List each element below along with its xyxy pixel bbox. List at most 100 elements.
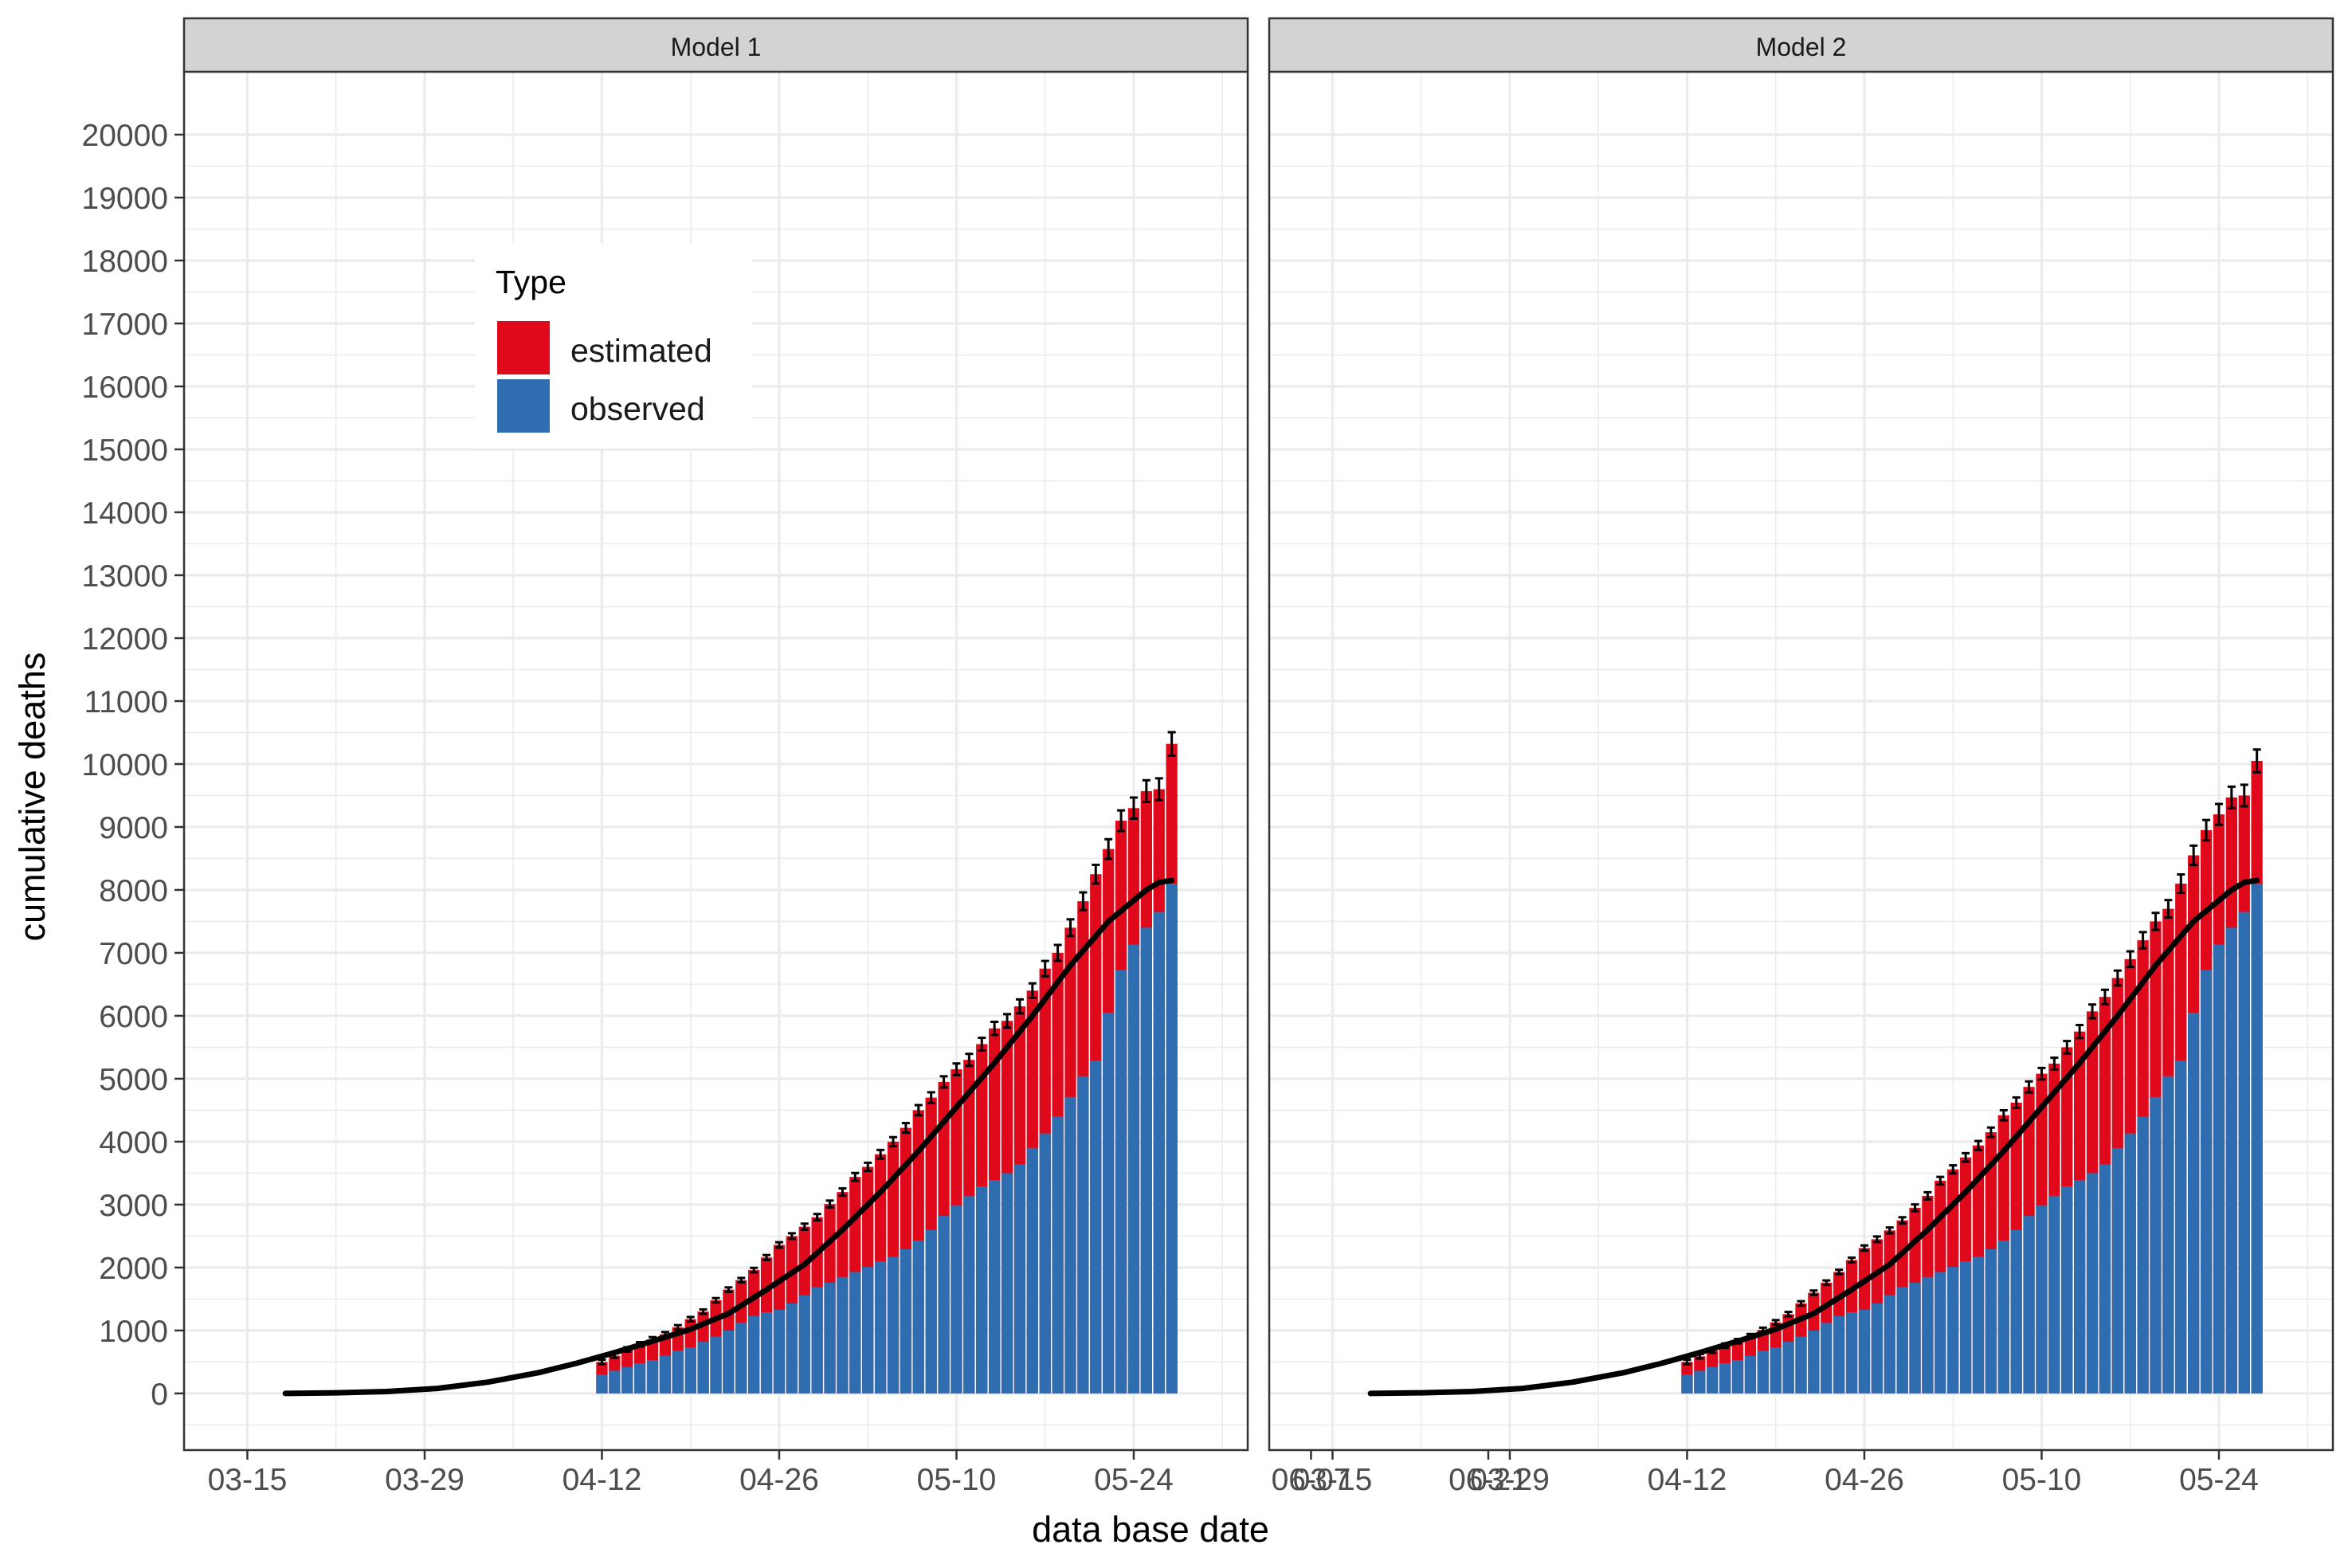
bar-observed	[1821, 1323, 1833, 1394]
panels-group: Model 1 03-15 03-29 04-12 04-26 05-10 05-24 06-…	[182, 17, 2334, 1497]
legend-title: Type	[496, 264, 566, 300]
error-bar	[686, 1315, 695, 1323]
bar-observed	[2175, 1060, 2187, 1394]
bar-observed	[1153, 911, 1165, 1394]
error-bar	[1911, 1203, 1919, 1213]
bar-observed	[1947, 1267, 1959, 1394]
x-tick-label: 04-12	[563, 1463, 642, 1497]
bar-observed	[2086, 1173, 2099, 1394]
series-line	[282, 877, 1175, 1397]
legend-key-observed	[497, 379, 550, 433]
bar-observed	[1719, 1362, 1731, 1394]
bar-observed	[1997, 1240, 2009, 1394]
x-tick-label: 04-26	[1825, 1463, 1904, 1497]
error-bar	[800, 1222, 809, 1231]
error-bar	[965, 1053, 974, 1068]
error-bar	[2138, 931, 2147, 950]
error-bar	[901, 1122, 910, 1135]
y-tick-label: 12000	[82, 622, 168, 657]
bar-observed	[976, 1186, 988, 1394]
error-bar	[1962, 1151, 1970, 1163]
error-bar	[2025, 1080, 2033, 1094]
error-bar	[1809, 1289, 1818, 1296]
bar-observed	[1959, 1261, 1972, 1394]
error-bar	[927, 1091, 935, 1104]
error-bar	[1154, 777, 1163, 802]
bar-observed	[1052, 1116, 1064, 1394]
x-tick-label: 05-10	[2002, 1463, 2082, 1497]
y-tick-label: 13000	[82, 559, 168, 594]
bar-observed	[723, 1330, 735, 1394]
error-bar	[1797, 1299, 1805, 1307]
bar-observed	[1013, 1164, 1026, 1394]
bar-observed	[1103, 1012, 1115, 1394]
error-bar	[1822, 1279, 1831, 1287]
bar-observed	[1090, 1060, 1102, 1394]
bar-observed	[849, 1272, 861, 1394]
x-tick-label: 06-07	[1272, 1463, 1351, 1497]
bar-observed	[798, 1295, 810, 1394]
error-bar	[1053, 943, 1062, 962]
error-bar	[750, 1266, 759, 1274]
y-tick-label: 16000	[82, 370, 168, 405]
y-tick-label: 19000	[82, 182, 168, 216]
error-bar	[2202, 818, 2211, 842]
error-bar	[2252, 748, 2261, 774]
error-bar	[2126, 950, 2134, 969]
error-bar	[1999, 1108, 2008, 1122]
y-tick-label: 20000	[82, 119, 168, 153]
bar-observed	[596, 1374, 608, 1394]
error-bar	[2177, 873, 2185, 895]
bar-observed	[1707, 1366, 1719, 1394]
error-bar	[2037, 1066, 2046, 1081]
bar-observed	[2188, 1012, 2200, 1394]
bar-observed	[1871, 1303, 1884, 1394]
error-bar	[914, 1103, 923, 1117]
x-tick-label: 04-26	[739, 1463, 819, 1497]
error-bar	[2151, 911, 2160, 931]
bar-observed	[1833, 1315, 1845, 1394]
error-bar	[1860, 1244, 1868, 1252]
x-tick-label: 05-24	[2179, 1463, 2259, 1497]
bar-observed	[633, 1362, 646, 1394]
bar-observed	[2137, 1116, 2149, 1394]
bar-observed	[697, 1342, 709, 1394]
bar-observed	[2124, 1133, 2136, 1394]
bar-observed	[710, 1336, 722, 1394]
error-bar	[1041, 959, 1049, 978]
bar-observed	[1115, 970, 1127, 1394]
error-bar	[1167, 731, 1176, 757]
y-tick-label: 10000	[82, 748, 168, 782]
bar-observed	[963, 1195, 975, 1394]
error-bar	[1015, 998, 1024, 1015]
bar-observed	[1681, 1374, 1693, 1394]
error-bar	[699, 1307, 708, 1315]
error-bar	[1771, 1319, 1780, 1326]
legend-label-observed: observed	[570, 390, 705, 427]
error-bar	[2113, 969, 2122, 987]
error-bar	[889, 1135, 897, 1148]
bar-observed	[2048, 1195, 2060, 1394]
panel-strip-label: Model 2	[1756, 33, 1847, 61]
error-bar	[1066, 918, 1075, 938]
bar-observed	[1744, 1355, 1757, 1394]
bar-observed	[2200, 970, 2213, 1394]
legend-label-estimated: estimated	[570, 332, 712, 369]
bar-observed	[1001, 1173, 1013, 1394]
error-bar	[1848, 1256, 1856, 1264]
y-tick-label: 18000	[82, 245, 168, 279]
bar-observed	[1896, 1287, 1908, 1394]
bar-observed	[2251, 884, 2263, 1394]
error-bar	[838, 1187, 847, 1198]
error-bar	[1092, 863, 1100, 885]
error-bar	[2088, 1003, 2097, 1020]
error-bar	[724, 1286, 733, 1293]
bar-observed	[1077, 1076, 1089, 1394]
legend-key-estimated	[497, 321, 550, 374]
bar-observed	[748, 1315, 760, 1394]
legend: Type estimated observed	[475, 243, 752, 449]
bar-observed	[1935, 1272, 1946, 1394]
bar-observed	[646, 1360, 659, 1394]
error-bar	[813, 1213, 821, 1222]
x-tick-label: 03-29	[385, 1463, 465, 1497]
